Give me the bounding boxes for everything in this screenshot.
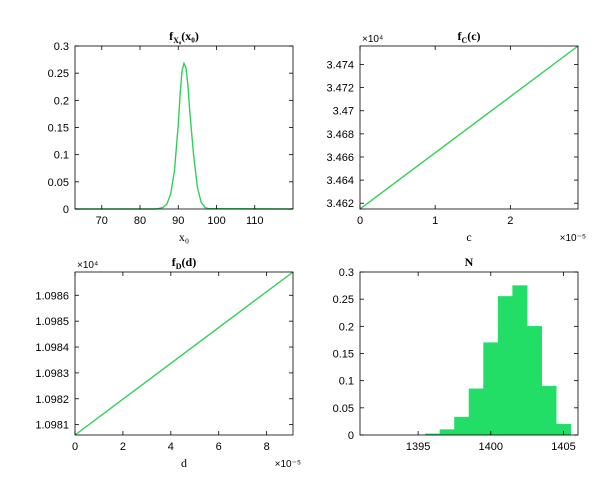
panel-1: 0 0.05 0.1 0.15 0.2 0.25 0.3 70 80 90 100 110 fX₀(x₀… bbox=[48, 29, 294, 244]
histogram-bar bbox=[541, 385, 557, 436]
y-tick-label: 1.0986 bbox=[35, 290, 69, 302]
panel-title: N bbox=[465, 255, 474, 269]
histogram-bar bbox=[497, 296, 513, 436]
histogram-bar bbox=[526, 326, 542, 436]
y-exponent-label: ×10⁴ bbox=[77, 260, 98, 271]
x-tick-label: 100 bbox=[207, 215, 225, 227]
histogram-bar bbox=[512, 285, 528, 436]
y-tick-label: 0.15 bbox=[333, 349, 354, 361]
y-tick-label: 3.462 bbox=[326, 198, 354, 210]
plot-frame bbox=[359, 45, 579, 210]
x-tick-label: 80 bbox=[134, 215, 146, 227]
x-tick-label: 1 bbox=[432, 215, 438, 227]
histogram-bar bbox=[468, 388, 484, 436]
x-tick-label: 1400 bbox=[479, 441, 503, 453]
y-tick-label: 1.0983 bbox=[35, 368, 69, 380]
x-tick-label: 4 bbox=[168, 441, 174, 453]
panel-title: fX₀(x₀) bbox=[169, 29, 199, 45]
panel-4: 0 0.05 0.1 0.15 0.2 0.25 0.3 1395 1400 1405 N bbox=[333, 255, 579, 453]
panel-title: fD(d) bbox=[172, 255, 196, 271]
y-tick-label: 3.47 bbox=[333, 106, 354, 118]
histogram-bar bbox=[439, 429, 455, 436]
y-tick-label: 0 bbox=[348, 430, 354, 442]
y-tick-label: 3.472 bbox=[326, 83, 354, 95]
histogram-bar bbox=[483, 342, 499, 436]
x-axis-label: x₀ bbox=[179, 230, 189, 244]
y-tick-label: 0.1 bbox=[54, 150, 69, 162]
x-tick-label: 90 bbox=[172, 215, 184, 227]
y-tick-label: 0.2 bbox=[54, 95, 69, 107]
panel-2: 3.462 3.464 3.466 3.468 3.47 3.472 3.474 0 1 2 fC(… bbox=[326, 29, 586, 244]
y-tick-label: 1.0981 bbox=[35, 420, 69, 432]
y-tick-label: 0.25 bbox=[48, 68, 69, 80]
panel-3: 1.0981 1.0982 1.0983 1.0984 1.0985 1.0986 0 2 4 6… bbox=[35, 255, 301, 470]
y-tick-label: 0.05 bbox=[48, 177, 69, 189]
y-tick-label: 3.474 bbox=[326, 59, 354, 71]
x-tick-label: 110 bbox=[246, 215, 264, 227]
x-tick-label: 1395 bbox=[406, 441, 430, 453]
y-tick-label: 0.3 bbox=[54, 41, 69, 53]
series-line bbox=[359, 45, 579, 210]
y-tick-label: 1.0982 bbox=[35, 394, 69, 406]
y-tick-label: 0.1 bbox=[339, 376, 354, 388]
x-exponent-label: ×10⁻⁵ bbox=[560, 233, 586, 244]
y-tick-label: 3.468 bbox=[326, 129, 354, 141]
x-tick-label: 0 bbox=[357, 215, 363, 227]
x-axis-label: d bbox=[181, 456, 187, 470]
y-tick-label: 0.05 bbox=[333, 403, 354, 415]
histogram-bar bbox=[454, 416, 470, 436]
plot-frame bbox=[74, 271, 294, 436]
x-tick-label: 2 bbox=[507, 215, 513, 227]
plot-frame bbox=[74, 45, 294, 210]
x-tick-label: 70 bbox=[96, 215, 108, 227]
series-line bbox=[75, 61, 294, 210]
series-line bbox=[74, 271, 294, 436]
y-tick-label: 0.15 bbox=[48, 123, 69, 135]
x-tick-label: 6 bbox=[216, 441, 222, 453]
y-tick-label: 1.0985 bbox=[35, 316, 69, 328]
y-tick-label: 0.25 bbox=[333, 294, 354, 306]
x-exponent-label: ×10⁻⁵ bbox=[275, 459, 301, 470]
y-tick-label: 0.2 bbox=[339, 321, 354, 333]
y-tick-label: 1.0984 bbox=[35, 342, 69, 354]
x-tick-label: 8 bbox=[264, 441, 270, 453]
x-tick-label: 1405 bbox=[551, 441, 575, 453]
y-tick-label: 0.3 bbox=[339, 267, 354, 279]
panel-title: fC(c) bbox=[457, 29, 480, 45]
x-axis-label: c bbox=[466, 230, 471, 244]
x-tick-label: 2 bbox=[120, 441, 126, 453]
y-tick-label: 3.464 bbox=[326, 175, 354, 187]
y-tick-label: 0 bbox=[63, 204, 69, 216]
y-tick-label: 3.466 bbox=[326, 152, 354, 164]
x-tick-label: 0 bbox=[72, 441, 78, 453]
y-exponent-label: ×10⁴ bbox=[362, 34, 383, 45]
